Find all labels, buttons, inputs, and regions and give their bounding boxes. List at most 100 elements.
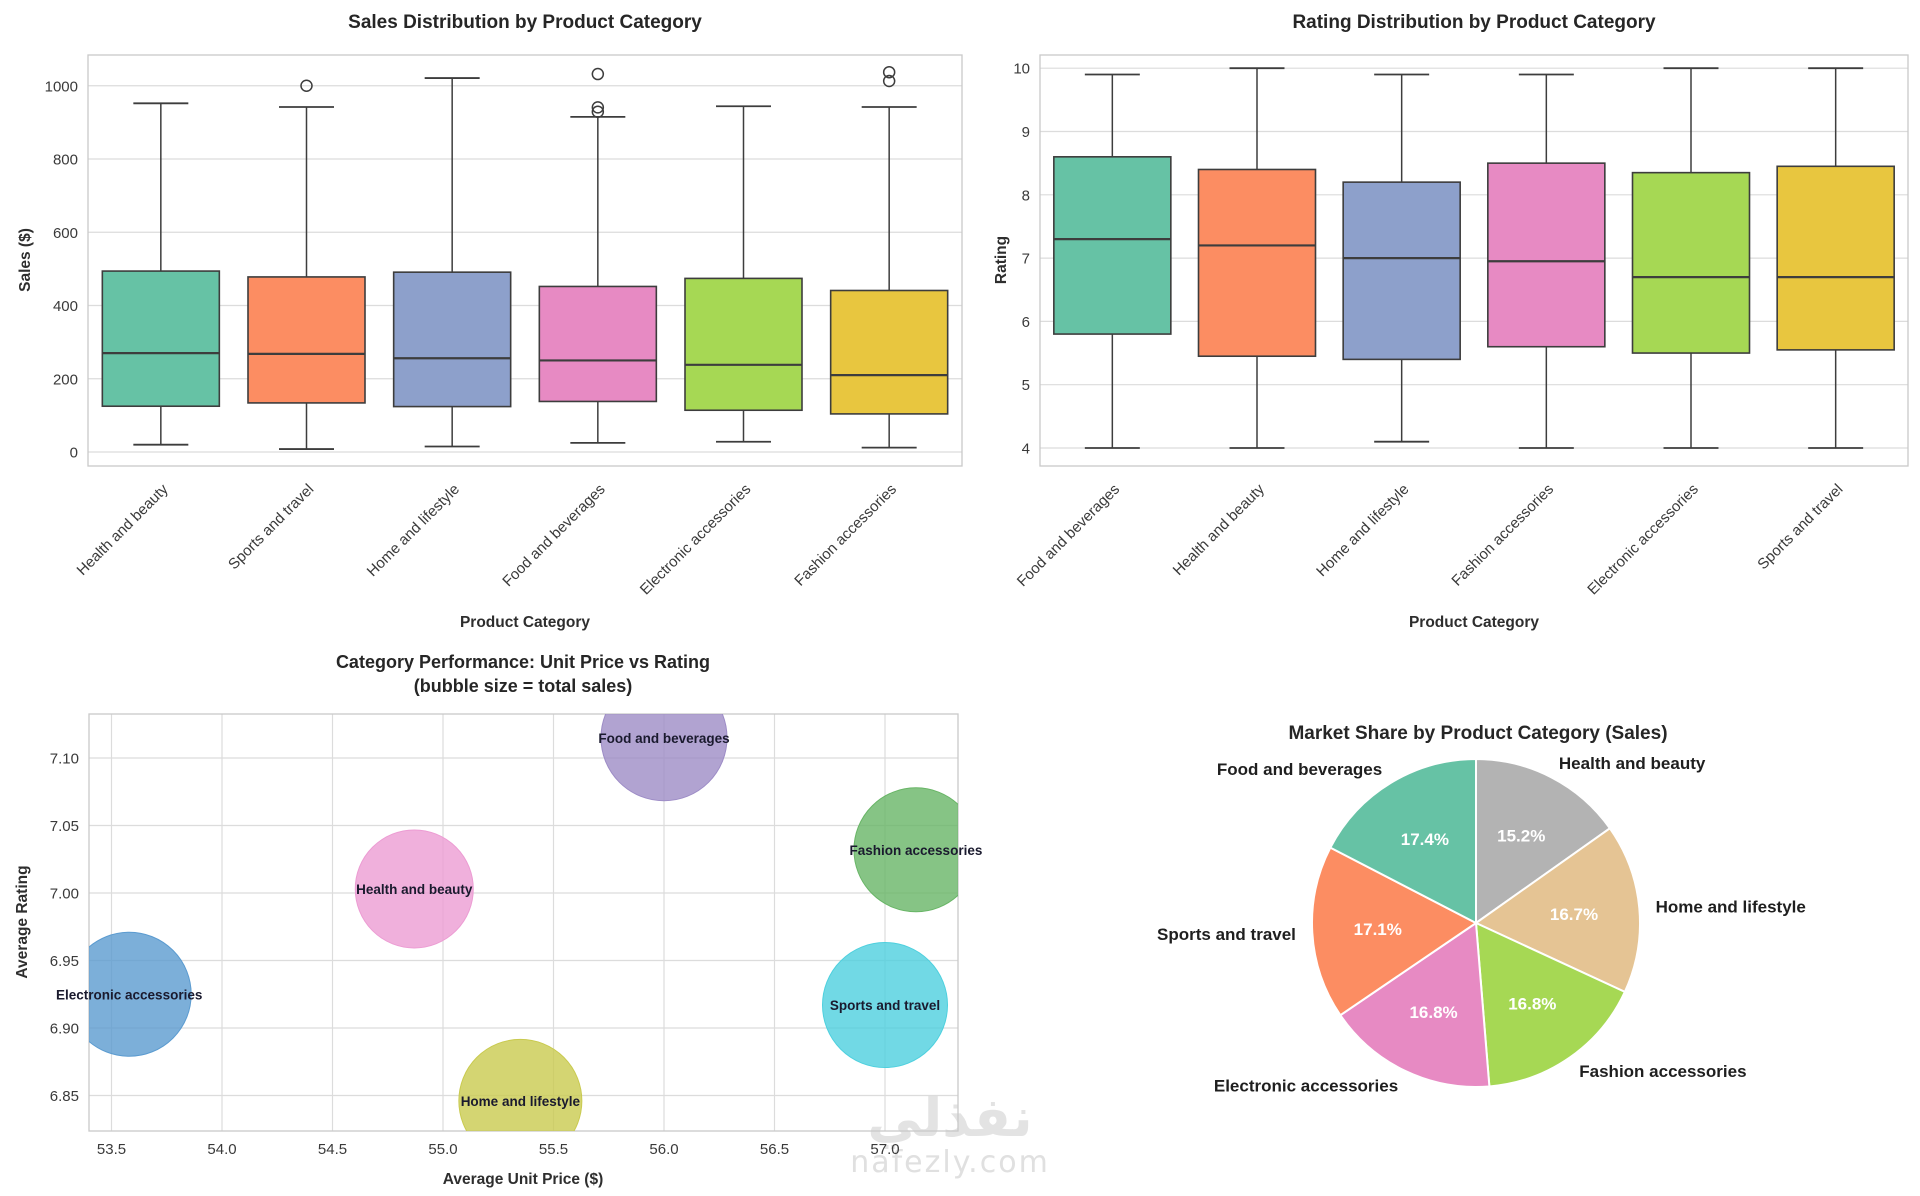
y-tick-label: 4	[1022, 441, 1030, 458]
bubble-label: Sports and travel	[830, 998, 940, 1013]
watermark: نفذلي nafezly.com	[850, 1086, 1050, 1180]
x-tick-label: 54.5	[318, 1141, 347, 1158]
pie-slice	[1329, 757, 1477, 925]
outlier-icon	[591, 101, 605, 114]
bubble	[354, 829, 474, 949]
outlier-icon	[300, 79, 313, 92]
x-tick-label: 54.0	[207, 1141, 236, 1158]
y-tick-label: 10	[1013, 61, 1030, 78]
plot-border	[87, 54, 963, 467]
category-tick-label: Fashion accessories	[791, 481, 900, 590]
outlier-icon	[882, 65, 896, 79]
category-tick-label: Health and beauty	[74, 480, 172, 578]
box	[684, 277, 803, 412]
bubble-chart: Category Performance: Unit Price vs Rati…	[14, 652, 982, 1188]
bubble-label: Fashion accessories	[850, 843, 983, 858]
category-tick-label: Food and beverages	[499, 481, 608, 590]
y-tick-label: 5	[1022, 377, 1030, 394]
pie-percent-label: 15.2%	[1497, 827, 1545, 846]
pie-slice	[1475, 757, 1612, 925]
bubble-layer	[89, 714, 958, 1131]
y-tick-label: 7.10	[50, 751, 79, 768]
pie-percent-label: 16.8%	[1409, 1003, 1457, 1022]
pie-slice	[1338, 921, 1491, 1088]
y-tick-label: 200	[53, 371, 78, 388]
y-tick-label: 7.00	[50, 886, 79, 903]
bubble-x-axis-title: Average Unit Price ($)	[443, 1171, 604, 1188]
y-tick-label: 6.95	[50, 953, 79, 970]
watermark-arabic-text: نفذلي	[867, 1086, 1032, 1149]
pie-slice	[1474, 921, 1627, 1088]
y-tick-label: 0	[70, 445, 78, 462]
category-tick-label: Electronic accessories	[637, 481, 755, 599]
box	[1487, 162, 1606, 348]
rating-chart-title: Rating Distribution by Product Category	[1292, 12, 1656, 33]
box	[1342, 181, 1461, 361]
category-tick-label: Electronic accessories	[1584, 481, 1702, 599]
y-tick-label: 6	[1022, 314, 1030, 331]
rating-y-axis-title: Rating	[993, 236, 1010, 284]
box	[1631, 171, 1751, 354]
category-tick-label: Sports and travel	[1754, 481, 1846, 573]
sales-y-axis-title: Sales ($)	[17, 228, 34, 292]
pie-category-label: Food and beverages	[1217, 760, 1382, 779]
pie-percent-label: 17.4%	[1401, 830, 1449, 849]
y-tick-label: 6.85	[50, 1088, 79, 1105]
box	[538, 285, 658, 403]
y-tick-label: 400	[53, 298, 78, 315]
sales-x-axis-title: Product Category	[460, 614, 590, 631]
y-tick-label: 600	[53, 225, 78, 242]
box	[1053, 156, 1172, 335]
bubble	[458, 1038, 583, 1131]
pie-slice	[1311, 846, 1478, 1017]
box	[392, 271, 512, 408]
pie-chart: Market Share by Product Category (Sales)…	[1157, 723, 1806, 1096]
pie-percent-label: 17.1%	[1354, 920, 1402, 939]
sales-chart-title: Sales Distribution by Product Category	[348, 12, 702, 33]
pie-category-label: Fashion accessories	[1579, 1062, 1746, 1081]
y-tick-label: 9	[1022, 124, 1030, 141]
bubble-label: Home and lifestyle	[461, 1094, 581, 1109]
category-tick-label: Home and lifestyle	[364, 481, 463, 580]
box	[1197, 168, 1317, 358]
y-tick-label: 1000	[45, 78, 78, 95]
pie-chart-title: Market Share by Product Category (Sales)	[1288, 723, 1667, 744]
watermark-url-text: nafezly.com	[850, 1145, 1050, 1180]
rating-x-axis-title: Product Category	[1409, 614, 1539, 631]
bubble-chart-title-line2: (bubble size = total sales)	[414, 676, 633, 696]
bubble-label: Health and beauty	[356, 882, 473, 897]
y-tick-label: 800	[53, 152, 78, 169]
bubble-chart-title-line1: Category Performance: Unit Price vs Rati…	[336, 652, 710, 672]
x-tick-label: 56.5	[760, 1141, 789, 1158]
bubble-label: Food and beverages	[598, 731, 729, 746]
x-tick-label: 53.5	[97, 1141, 126, 1158]
category-tick-label: Fashion accessories	[1448, 481, 1557, 590]
box	[101, 270, 221, 408]
y-tick-label: 7	[1022, 251, 1030, 268]
pie-slice	[1474, 826, 1642, 994]
x-tick-label: 57.0	[870, 1141, 899, 1158]
x-tick-label: 55.0	[428, 1141, 457, 1158]
x-tick-label: 55.5	[539, 1141, 568, 1158]
category-tick-label: Home and lifestyle	[1313, 481, 1412, 580]
category-tick-label: Sports and travel	[225, 481, 317, 573]
bubble	[822, 942, 948, 1069]
pie-percent-label: 16.7%	[1550, 905, 1598, 924]
bubble	[89, 931, 192, 1057]
outlier-icon	[882, 74, 896, 88]
bubble-label: Electronic accessories	[56, 987, 202, 1002]
y-tick-label: 7.05	[50, 818, 79, 835]
pie-category-label: Home and lifestyle	[1656, 898, 1806, 917]
category-tick-label: Health and beauty	[1170, 480, 1268, 578]
y-tick-label: 8	[1022, 187, 1030, 204]
bubble-y-axis-title: Average Rating	[14, 865, 31, 978]
bubble	[600, 714, 728, 802]
x-tick-label: 56.0	[649, 1141, 678, 1158]
outlier-icon	[591, 67, 605, 81]
pie-category-label: Health and beauty	[1559, 754, 1706, 773]
pie-percent-label: 16.8%	[1508, 995, 1556, 1014]
pie-category-label: Electronic accessories	[1214, 1077, 1398, 1096]
y-tick-label: 6.90	[50, 1021, 79, 1038]
pie-category-label: Sports and travel	[1157, 925, 1296, 944]
